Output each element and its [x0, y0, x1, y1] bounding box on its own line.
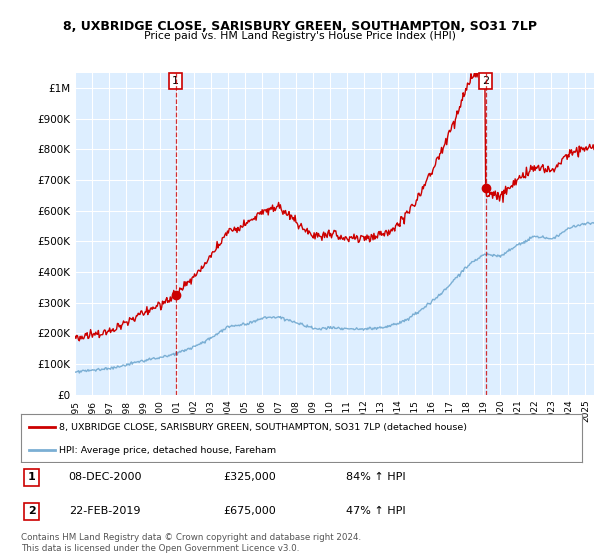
Text: 84% ↑ HPI: 84% ↑ HPI: [346, 472, 406, 482]
Text: 22-FEB-2019: 22-FEB-2019: [68, 506, 140, 516]
Text: £675,000: £675,000: [223, 506, 276, 516]
Text: 2: 2: [482, 76, 489, 86]
Text: 47% ↑ HPI: 47% ↑ HPI: [346, 506, 406, 516]
Text: 08-DEC-2000: 08-DEC-2000: [68, 472, 142, 482]
Text: 8, UXBRIDGE CLOSE, SARISBURY GREEN, SOUTHAMPTON, SO31 7LP (detached house): 8, UXBRIDGE CLOSE, SARISBURY GREEN, SOUT…: [59, 423, 467, 432]
Text: 1: 1: [28, 472, 35, 482]
Text: Price paid vs. HM Land Registry's House Price Index (HPI): Price paid vs. HM Land Registry's House …: [144, 31, 456, 41]
Text: Contains HM Land Registry data © Crown copyright and database right 2024.
This d: Contains HM Land Registry data © Crown c…: [21, 533, 361, 553]
Text: 1: 1: [172, 76, 179, 86]
Text: 8, UXBRIDGE CLOSE, SARISBURY GREEN, SOUTHAMPTON, SO31 7LP: 8, UXBRIDGE CLOSE, SARISBURY GREEN, SOUT…: [63, 20, 537, 32]
Text: £325,000: £325,000: [223, 472, 276, 482]
Text: 2: 2: [28, 506, 35, 516]
Text: HPI: Average price, detached house, Fareham: HPI: Average price, detached house, Fare…: [59, 446, 276, 455]
